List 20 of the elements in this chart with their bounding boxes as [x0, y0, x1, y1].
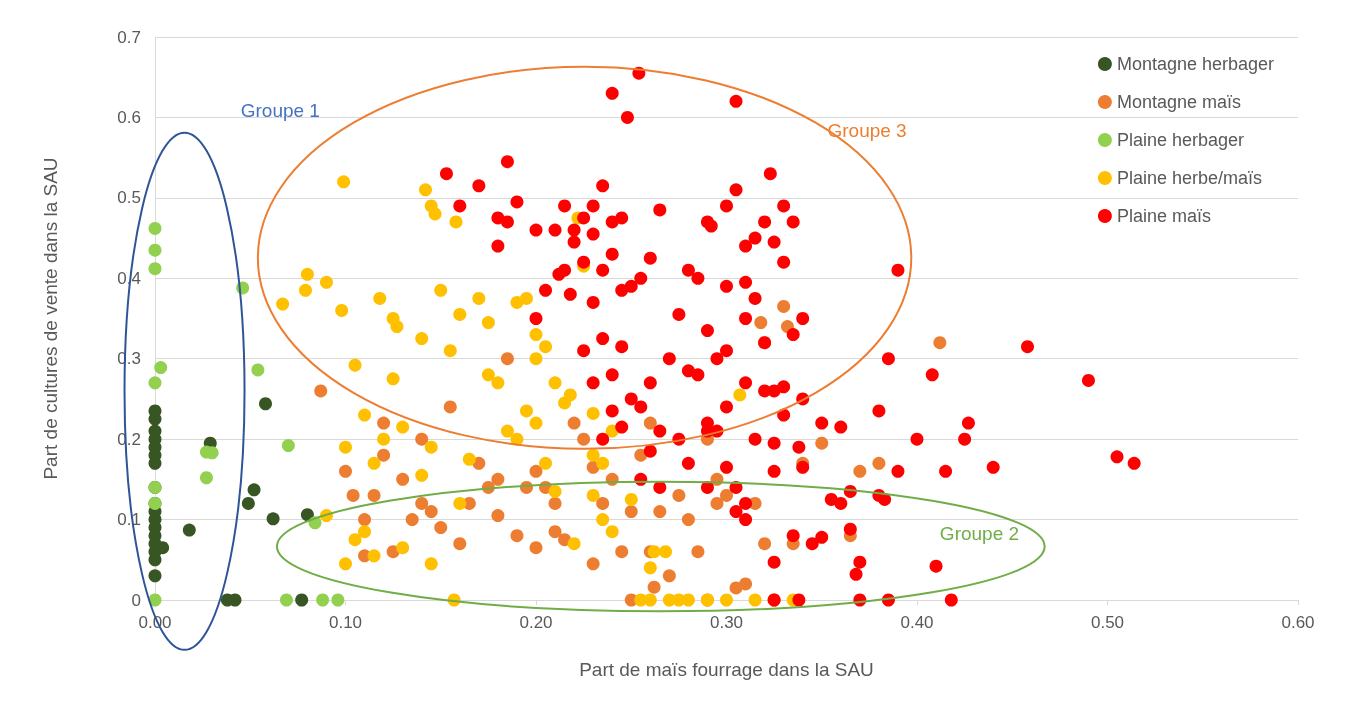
annotation: Groupe 2: [939, 522, 1020, 544]
x-tick-label: 0.20: [519, 613, 553, 632]
x-tick-label: 0.10: [328, 613, 363, 632]
y-tick-label: 0.5: [117, 188, 141, 208]
legend-label: Montagne herbager: [1116, 54, 1275, 74]
y-tick-label: 0.6: [117, 107, 141, 127]
x-tick-label: 0.30: [709, 613, 744, 632]
annotation: Groupe 1: [240, 100, 320, 122]
y-axis-title: Part de cultures de vente dans la SAU: [40, 157, 61, 480]
annotation: Groupe 3: [827, 119, 907, 141]
x-axis-title: Part de maïs fourrage dans la SAU: [579, 659, 874, 680]
x-tick-label: 0.40: [900, 613, 934, 632]
y-tick-label: 0.7: [117, 27, 141, 47]
x-tick-label: 0.50: [1090, 613, 1125, 632]
y-tick-label: 0: [131, 590, 141, 610]
legend-label: Plaine herbager: [1116, 130, 1244, 150]
legend-label: Montagne maïs: [1116, 92, 1241, 112]
legend-label: Plaine herbe/maïs: [1116, 168, 1262, 188]
legend-label: Plaine maïs: [1116, 206, 1211, 226]
x-tick-label: 0.60: [1281, 613, 1315, 632]
